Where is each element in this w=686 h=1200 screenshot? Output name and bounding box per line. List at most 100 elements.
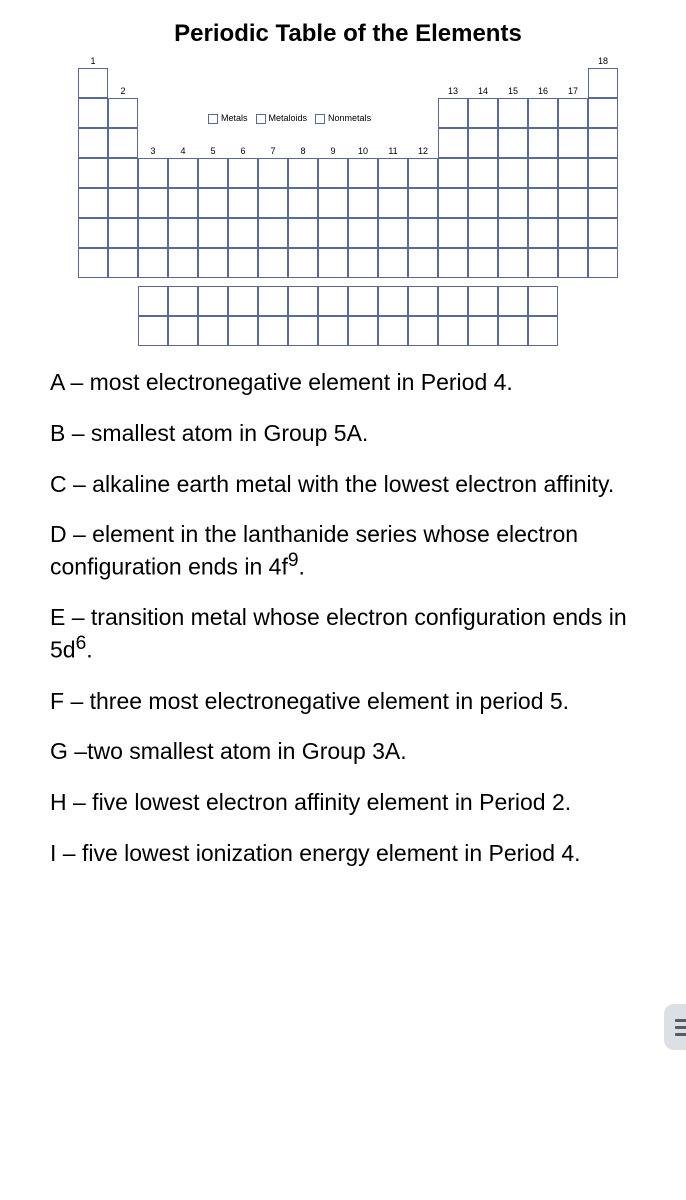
element-cell: [468, 286, 498, 316]
element-cell: [318, 316, 348, 346]
element-cell: [468, 218, 498, 248]
group-label-11: 11: [378, 146, 408, 156]
element-cell: [348, 218, 378, 248]
element-cell: [378, 188, 408, 218]
group-label-13: 13: [438, 86, 468, 96]
legend-metals: Metals: [208, 113, 248, 124]
element-cell: [528, 286, 558, 316]
element-cell: [558, 248, 588, 278]
element-cell: [258, 218, 288, 248]
group-label-12: 12: [408, 146, 438, 156]
element-cell: [438, 286, 468, 316]
element-cell: [438, 248, 468, 278]
element-cell: [528, 188, 558, 218]
element-cell: [168, 188, 198, 218]
element-cell: [558, 98, 588, 128]
question-d: D – element in the lanthanide series who…: [50, 520, 646, 581]
element-cell: [588, 128, 618, 158]
element-cell: [528, 128, 558, 158]
question-b: B – smallest atom in Group 5A.: [50, 419, 646, 448]
element-cell: [468, 98, 498, 128]
element-cell: [438, 316, 468, 346]
element-cell: [408, 158, 438, 188]
element-cell: [138, 316, 168, 346]
element-cell: [318, 218, 348, 248]
element-cell: [108, 98, 138, 128]
element-cell: [528, 316, 558, 346]
element-cell: [528, 98, 558, 128]
group-label-10: 10: [348, 146, 378, 156]
element-cell: [468, 248, 498, 278]
element-cell: [258, 286, 288, 316]
element-cell: [378, 316, 408, 346]
element-cell: [288, 188, 318, 218]
group-label-16: 16: [528, 86, 558, 96]
question-i: I – five lowest ionization energy elemen…: [50, 839, 646, 868]
group-label-6: 6: [228, 146, 258, 156]
element-cell: [198, 248, 228, 278]
element-cell: [198, 316, 228, 346]
element-cell: [588, 188, 618, 218]
element-cell: [348, 286, 378, 316]
element-cell: [378, 286, 408, 316]
element-cell: [408, 316, 438, 346]
question-a: A – most electronegative element in Peri…: [50, 368, 646, 397]
element-cell: [498, 188, 528, 218]
element-cell: [498, 98, 528, 128]
element-cell: [288, 248, 318, 278]
element-cell: [168, 286, 198, 316]
page-title: Periodic Table of the Elements: [50, 20, 646, 48]
element-cell: [468, 188, 498, 218]
element-cell: [198, 158, 228, 188]
element-cell: [228, 218, 258, 248]
element-cell: [498, 286, 528, 316]
element-cell: [378, 218, 408, 248]
legend: Metals Metaloids Nonmetals: [208, 113, 371, 124]
element-cell: [348, 248, 378, 278]
element-cell: [468, 158, 498, 188]
question-list: A – most electronegative element in Peri…: [50, 368, 646, 868]
element-cell: [588, 68, 618, 98]
group-label-8: 8: [288, 146, 318, 156]
group-label-5: 5: [198, 146, 228, 156]
group-label-9: 9: [318, 146, 348, 156]
element-cell: [558, 158, 588, 188]
element-cell: [408, 218, 438, 248]
question-g: G –two smallest atom in Group 3A.: [50, 737, 646, 766]
element-cell: [168, 158, 198, 188]
element-cell: [78, 248, 108, 278]
element-cell: [348, 188, 378, 218]
group-label-2: 2: [108, 86, 138, 96]
element-cell: [138, 218, 168, 248]
element-cell: [78, 98, 108, 128]
element-cell: [588, 98, 618, 128]
element-cell: [438, 158, 468, 188]
element-cell: [528, 158, 558, 188]
element-cell: [108, 128, 138, 158]
element-cell: [288, 158, 318, 188]
group-label-1: 1: [78, 56, 108, 66]
group-label-7: 7: [258, 146, 288, 156]
element-cell: [228, 248, 258, 278]
element-cell: [138, 158, 168, 188]
group-label-18: 18: [588, 56, 618, 66]
element-cell: [108, 218, 138, 248]
element-cell: [318, 158, 348, 188]
element-cell: [288, 316, 318, 346]
group-label-17: 17: [558, 86, 588, 96]
element-cell: [78, 188, 108, 218]
element-cell: [318, 286, 348, 316]
question-h: H – five lowest electron affinity elemen…: [50, 788, 646, 817]
element-cell: [258, 188, 288, 218]
element-cell: [108, 158, 138, 188]
group-label-15: 15: [498, 86, 528, 96]
group-label-3: 3: [138, 146, 168, 156]
element-cell: [258, 248, 288, 278]
element-cell: [438, 98, 468, 128]
element-cell: [138, 248, 168, 278]
element-cell: [228, 316, 258, 346]
element-cell: [168, 218, 198, 248]
element-cell: [228, 158, 258, 188]
menu-icon[interactable]: [664, 1004, 686, 1050]
group-label-4: 4: [168, 146, 198, 156]
